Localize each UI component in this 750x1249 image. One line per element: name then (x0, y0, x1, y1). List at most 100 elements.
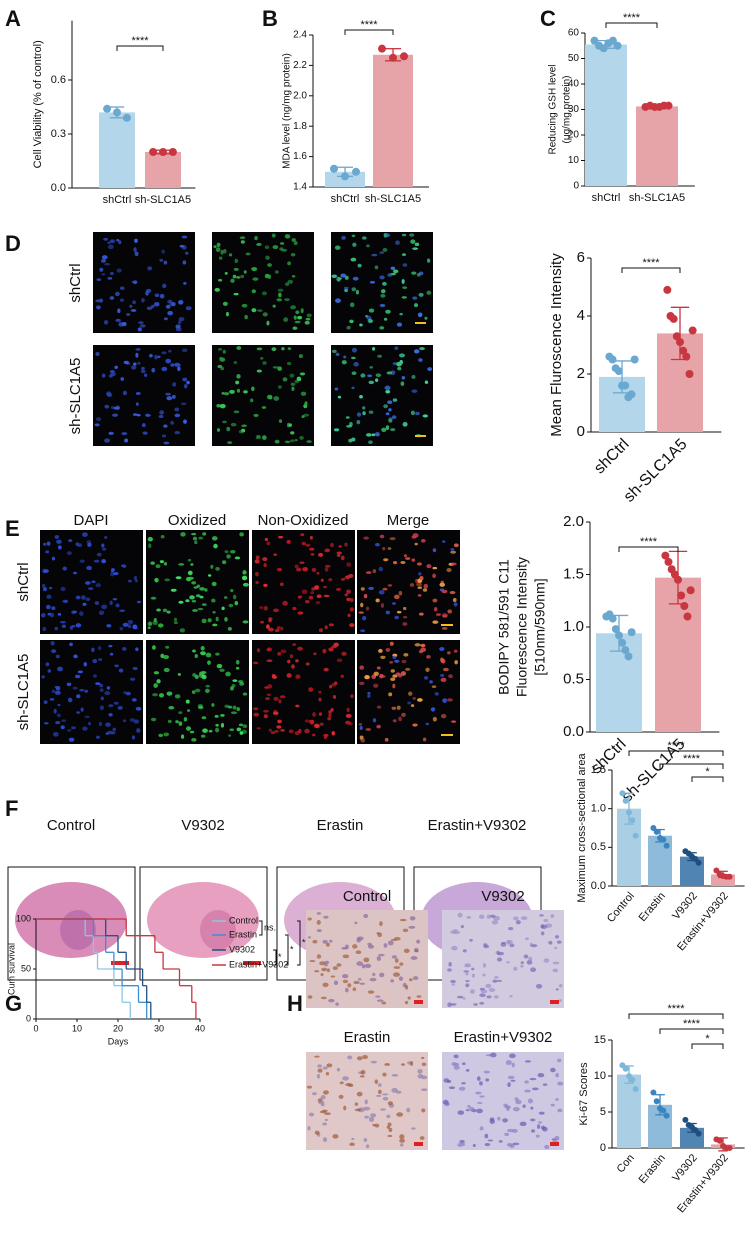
cell (192, 609, 198, 612)
cell (133, 362, 137, 366)
cell (351, 386, 355, 390)
cell (101, 273, 106, 276)
nucleus (354, 921, 358, 925)
cell (223, 392, 230, 396)
cell (160, 535, 165, 539)
image-column-label: Oxidized (168, 512, 226, 529)
cell (334, 245, 341, 250)
significance-bracket (605, 22, 658, 28)
cell (420, 539, 426, 543)
y-tick-label: 60 (568, 28, 580, 39)
cell (347, 613, 351, 618)
cell (147, 626, 151, 630)
data-point (619, 790, 626, 797)
cell (259, 356, 264, 360)
cell (440, 677, 447, 682)
cell (228, 603, 234, 608)
cell (232, 705, 237, 710)
cell (131, 365, 137, 370)
cell (390, 266, 396, 270)
cell (140, 369, 146, 373)
cell (384, 737, 389, 742)
nucleus (494, 995, 499, 999)
cell (242, 724, 248, 729)
significance-bracket (691, 1043, 724, 1049)
nucleus (379, 921, 383, 927)
image-row-label: sh-SLC1A5 (15, 654, 32, 731)
cell (161, 351, 167, 355)
cell (386, 371, 393, 375)
cell (381, 427, 387, 433)
nucleus (383, 943, 388, 948)
cell (380, 293, 386, 298)
cell (346, 707, 350, 713)
cell (411, 558, 416, 562)
nucleus (457, 912, 463, 918)
cell (94, 423, 100, 427)
nucleus (472, 1143, 476, 1148)
cell (401, 279, 405, 284)
nucleus (479, 987, 485, 991)
cell (162, 608, 168, 612)
panel-letter: A (5, 6, 21, 31)
cell (320, 578, 324, 582)
cell (391, 415, 397, 420)
cell (190, 563, 194, 566)
cell (139, 324, 146, 328)
data-point (621, 646, 630, 655)
cell (132, 666, 138, 671)
cell (401, 253, 407, 257)
data-point (590, 36, 599, 45)
cell (274, 439, 280, 444)
cell (360, 587, 365, 591)
cell (409, 233, 415, 237)
cell (272, 304, 276, 308)
cell (82, 602, 87, 606)
nucleus (497, 951, 505, 956)
cell (447, 698, 453, 702)
data-point (611, 625, 620, 634)
cell (401, 233, 407, 237)
nucleus (531, 1129, 536, 1133)
cell (305, 317, 311, 321)
cell (344, 288, 348, 293)
nucleus (324, 963, 328, 967)
cell (365, 727, 372, 731)
nucleus (479, 1095, 485, 1098)
cell (357, 263, 362, 268)
cell (352, 276, 359, 281)
cell (265, 624, 270, 629)
cell (379, 673, 384, 678)
cell (416, 562, 422, 566)
cell (116, 268, 122, 273)
cell (402, 422, 408, 427)
cell (251, 386, 255, 392)
nucleus (416, 995, 422, 998)
cell (131, 735, 136, 740)
cell (115, 318, 121, 322)
cell (245, 252, 251, 256)
cell (207, 574, 212, 577)
cell (155, 564, 161, 569)
nucleus (410, 1061, 414, 1067)
cell (314, 723, 320, 728)
cell (430, 707, 436, 712)
cell (362, 406, 366, 410)
cell (51, 556, 56, 561)
nucleus (338, 1094, 344, 1099)
data-point (599, 44, 608, 53)
cell (153, 671, 160, 675)
nucleus (387, 940, 394, 946)
cell (101, 604, 108, 610)
cell (138, 321, 144, 324)
significance-bracket (618, 546, 679, 552)
cell (394, 615, 399, 620)
image-column-label: Non-Oxidized (258, 512, 349, 529)
cell (362, 411, 366, 416)
cell (201, 618, 207, 624)
legend-label: V9302 (229, 944, 255, 954)
nucleus (548, 940, 553, 945)
cell (256, 727, 261, 730)
cell (211, 536, 218, 541)
cell (57, 703, 61, 707)
